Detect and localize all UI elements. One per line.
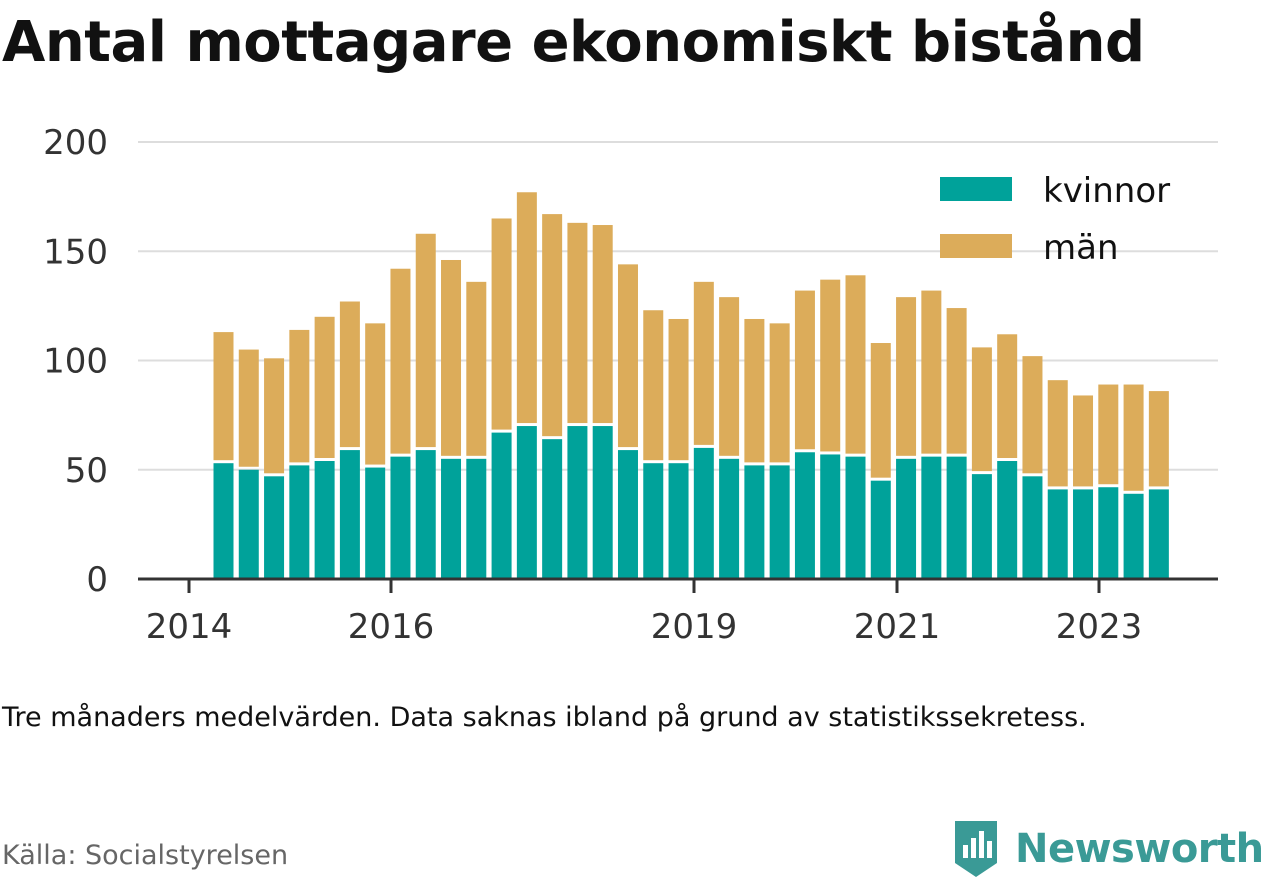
bar-man <box>365 323 385 464</box>
bar-kvinnor <box>694 448 714 579</box>
x-tick-label: 2023 <box>1056 607 1143 647</box>
bar-kvinnor <box>997 461 1017 579</box>
bar-man <box>517 192 537 423</box>
bar-man <box>416 234 436 447</box>
bar-man <box>214 332 234 460</box>
bar-man <box>820 280 840 452</box>
bar-man <box>1073 395 1093 486</box>
bar-man <box>972 347 992 471</box>
bar-kvinnor <box>214 463 234 579</box>
bar-kvinnor <box>517 426 537 579</box>
bar-kvinnor <box>921 457 941 579</box>
bar-kvinnor <box>593 426 613 579</box>
bar-man <box>947 308 967 454</box>
bar-man <box>921 291 941 454</box>
bar-kvinnor <box>567 426 587 579</box>
legend-swatch-man <box>940 234 1012 258</box>
bar-kvinnor <box>441 459 461 579</box>
x-tick-label: 2021 <box>854 607 941 647</box>
y-tick-label: 0 <box>86 560 108 600</box>
legend-label-man: män <box>1043 228 1119 268</box>
bar-man <box>441 260 461 456</box>
bar-kvinnor <box>643 463 663 579</box>
bar-kvinnor <box>289 465 309 579</box>
bar-man <box>390 269 410 454</box>
legend-label-kvinnor: kvinnor <box>1043 171 1170 211</box>
bar-man <box>289 330 309 462</box>
bar-man <box>744 319 764 462</box>
bar-kvinnor <box>416 450 436 579</box>
bar-man <box>239 350 259 467</box>
x-tick-label: 2014 <box>146 607 233 647</box>
bar-kvinnor <box>669 463 689 579</box>
bar-man <box>567 223 587 423</box>
bar-man <box>492 218 512 429</box>
bar-man <box>1048 380 1068 486</box>
bar-man <box>1022 356 1042 473</box>
bar-man <box>1124 385 1144 491</box>
chart-note: Tre månaders medelvärden. Data saknas ib… <box>2 702 1087 733</box>
source-credit: Källa: Socialstyrelsen <box>2 840 288 871</box>
bar-man <box>896 297 916 456</box>
legend-swatch-kvinnor <box>940 177 1012 201</box>
bar-man <box>694 282 714 445</box>
y-tick-label: 150 <box>43 232 108 272</box>
bar-kvinnor <box>264 476 284 579</box>
bar-kvinnor <box>896 459 916 579</box>
bar-kvinnor <box>1073 489 1093 579</box>
bar-man <box>1149 391 1169 486</box>
bar-kvinnor <box>1149 489 1169 579</box>
bar-man <box>264 358 284 473</box>
bar-man <box>542 214 562 436</box>
bar-man <box>643 310 663 460</box>
bar-man <box>466 282 486 456</box>
bar-kvinnor <box>770 465 790 579</box>
bar-man <box>719 297 739 456</box>
bar-kvinnor <box>1048 489 1068 579</box>
bar-kvinnor <box>390 457 410 579</box>
x-axis: 2014 2016 2019 2021 2023 <box>138 579 1218 647</box>
legend: kvinnor män <box>940 171 1170 268</box>
y-tick-label: 200 <box>43 123 108 163</box>
bar-kvinnor <box>466 459 486 579</box>
bar-kvinnor <box>365 468 385 579</box>
bar-man <box>340 302 360 448</box>
bar-kvinnor <box>795 452 815 579</box>
bar-man <box>593 225 613 423</box>
brand-name: Newsworthy <box>1015 826 1262 872</box>
brand-logo: Newsworthy <box>951 818 1262 880</box>
newsworthy-logo-icon <box>951 819 1001 879</box>
bar-kvinnor <box>846 457 866 579</box>
bar-kvinnor <box>871 481 891 579</box>
bar-man <box>1098 385 1118 485</box>
y-tick-label: 50 <box>65 451 108 491</box>
bar-man <box>795 291 815 450</box>
bar-kvinnor <box>820 454 840 579</box>
bar-kvinnor <box>340 450 360 579</box>
bar-kvinnor <box>1022 476 1042 579</box>
bar-kvinnor <box>1098 487 1118 579</box>
x-tick-label: 2019 <box>651 607 738 647</box>
x-tick-label: 2016 <box>348 607 435 647</box>
bar-kvinnor <box>1124 494 1144 579</box>
bar-kvinnor <box>744 465 764 579</box>
bar-man <box>997 334 1017 458</box>
bar-kvinnor <box>947 457 967 579</box>
bar-man <box>871 343 891 478</box>
bar-kvinnor <box>542 439 562 579</box>
y-tick-label: 100 <box>43 342 108 382</box>
bar-man <box>315 317 335 458</box>
bar-man <box>770 323 790 462</box>
bar-kvinnor <box>719 459 739 579</box>
stacked-bar-chart: 0 50 100 150 200 2014 2016 2019 2021 2023 kvinno… <box>0 0 1262 700</box>
bar-kvinnor <box>618 450 638 579</box>
bar-kvinnor <box>239 470 259 579</box>
bar-kvinnor <box>492 433 512 579</box>
bar-man <box>618 264 638 447</box>
bar-man <box>846 275 866 453</box>
bar-man <box>669 319 689 460</box>
y-axis-tick-labels: 0 50 100 150 200 <box>43 123 108 600</box>
bar-kvinnor <box>972 474 992 579</box>
bar-kvinnor <box>315 461 335 579</box>
